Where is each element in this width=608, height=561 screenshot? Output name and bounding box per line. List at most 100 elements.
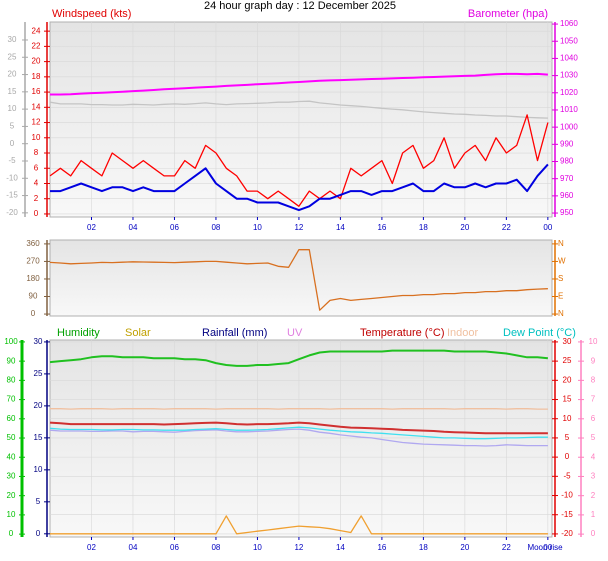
x-tick-label: 04: [129, 543, 138, 552]
legend-entry: Humidity: [57, 327, 100, 339]
y-tick-label: 1060: [560, 19, 578, 28]
axis-label: Windspeed (kts): [52, 8, 131, 20]
y-tick-label: 50: [7, 433, 16, 442]
y-tick-label: 10: [7, 510, 16, 519]
y-tick-label: N: [558, 239, 564, 248]
y-tick-label: 990: [560, 139, 574, 148]
y-tick-label: 15: [8, 87, 17, 96]
y-tick-label: 0: [31, 309, 36, 318]
legend-entry: Solar: [125, 327, 151, 339]
x-tick-label: 02: [87, 223, 96, 232]
y-tick-label: 3: [591, 472, 596, 481]
y-tick-label: 16: [32, 87, 41, 96]
y-tick-label: 5: [10, 122, 15, 131]
y-tick-label: 90: [29, 292, 38, 301]
x-tick-label: 14: [336, 223, 345, 232]
y-tick-label: 10: [589, 337, 598, 346]
x-tick-label: 16: [377, 223, 386, 232]
legend-entry: UV: [287, 327, 303, 339]
y-tick-label: 0: [10, 139, 15, 148]
y-tick-label: 8: [591, 375, 596, 384]
y-tick-label: 270: [26, 257, 40, 266]
y-tick-label: 1000: [560, 122, 578, 131]
y-tick-label: 10: [34, 465, 43, 474]
x-tick-label: 08: [211, 223, 220, 232]
y-tick-label: 14: [32, 102, 41, 111]
y-tick-label: -5: [563, 471, 571, 480]
chart-title: 24 hour graph day : 12 December 2025: [204, 0, 396, 12]
series-line: [49, 114, 549, 207]
y-tick-label: 2: [591, 491, 596, 500]
y-tick-label: 40: [7, 452, 16, 461]
y-tick-label: 30: [7, 472, 16, 481]
y-tick-label: 0: [565, 452, 570, 461]
y-tick-label: 360: [26, 239, 40, 248]
series-line: [50, 515, 548, 535]
y-tick-label: 1050: [560, 36, 578, 45]
y-tick-label: 1030: [560, 71, 578, 80]
y-tick-label: 180: [26, 274, 40, 283]
series-line: [49, 100, 548, 119]
x-tick-label: 00: [543, 543, 552, 552]
series-line: [49, 421, 548, 435]
y-tick-label: 0: [591, 529, 596, 538]
y-tick-label: 10: [8, 104, 17, 113]
y-tick-label: 30: [34, 337, 43, 346]
x-tick-label: 20: [460, 543, 469, 552]
y-tick-label: 20: [34, 401, 43, 410]
y-tick-label: 4: [34, 179, 39, 188]
y-tick-label: 5: [36, 497, 41, 506]
y-tick-label: 15: [563, 395, 572, 404]
y-tick-label: 1040: [560, 54, 578, 63]
y-tick-label: 7: [591, 395, 596, 404]
y-tick-label: 6: [34, 163, 39, 172]
y-tick-label: 60: [7, 414, 16, 423]
series-line: [49, 349, 548, 367]
y-tick-label: 30: [563, 337, 572, 346]
series-line: [50, 163, 549, 212]
y-tick-label: 8: [34, 148, 39, 157]
series-line: [49, 249, 548, 311]
y-tick-label: 20: [7, 491, 16, 500]
x-tick-label: 16: [377, 543, 386, 552]
y-tick-label: N: [558, 309, 564, 318]
x-tick-label: 00: [543, 223, 552, 232]
x-tick-label: 02: [87, 543, 96, 552]
series-line: [50, 72, 548, 96]
y-tick-label: S: [558, 274, 563, 283]
axis-label: Barometer (hpa): [468, 8, 548, 20]
y-tick-label: 20: [8, 70, 17, 79]
y-tick-label: 22: [32, 41, 41, 50]
y-tick-label: -15: [6, 191, 18, 200]
y-tick-label: 30: [8, 35, 17, 44]
y-tick-label: E: [558, 292, 563, 301]
y-tick-label: 25: [563, 356, 572, 365]
y-tick-label: 25: [34, 369, 43, 378]
y-tick-label: 24: [32, 26, 41, 35]
y-tick-label: 0: [9, 529, 14, 538]
y-tick-label: 80: [7, 375, 16, 384]
y-tick-label: -10: [561, 491, 573, 500]
x-tick-label: 12: [294, 543, 303, 552]
plot-area: [49, 239, 553, 317]
series-line: [49, 426, 548, 440]
x-tick-label: 06: [170, 543, 179, 552]
x-tick-label: 18: [419, 543, 428, 552]
y-tick-label: 0: [34, 209, 39, 218]
y-tick-label: -5: [8, 156, 16, 165]
y-tick-label: 980: [560, 157, 574, 166]
y-tick-label: W: [558, 257, 566, 266]
y-tick-label: 6: [591, 414, 596, 423]
y-tick-label: -20: [561, 529, 573, 538]
y-tick-label: 90: [7, 356, 16, 365]
legend-entry: Rainfall (mm): [202, 327, 267, 339]
x-tick-label: 08: [211, 543, 220, 552]
y-tick-label: 1010: [560, 105, 578, 114]
y-tick-label: 18: [32, 72, 41, 81]
y-tick-label: 4: [591, 452, 596, 461]
y-tick-label: 950: [560, 208, 574, 217]
y-tick-label: 970: [560, 174, 574, 183]
x-tick-label: 22: [502, 223, 511, 232]
